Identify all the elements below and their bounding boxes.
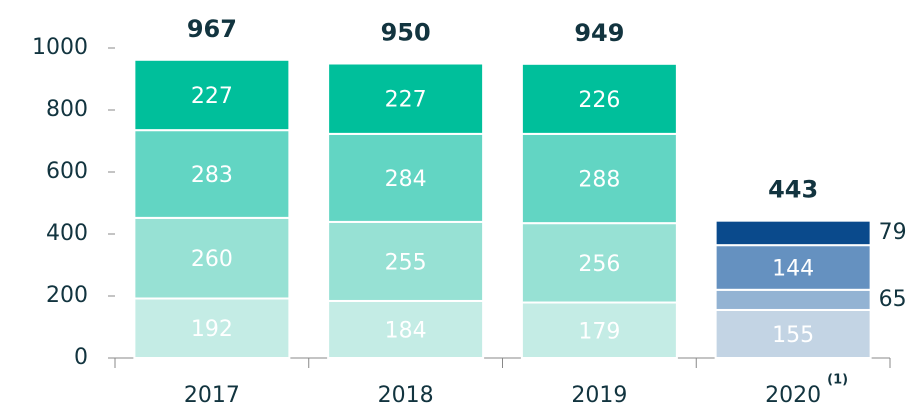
total-label: 443 (768, 176, 818, 204)
bar-segment (714, 244, 872, 291)
value-label: 184 (385, 318, 427, 343)
value-label: 260 (191, 247, 233, 272)
footnote-marker: (1) (827, 373, 848, 388)
value-label: 288 (578, 168, 620, 193)
value-label: 79 (879, 220, 907, 245)
x-tick-label: 2017 (184, 383, 240, 408)
bar-segment (714, 219, 872, 247)
value-label: 65 (879, 287, 907, 312)
x-tick-label: 2019 (571, 383, 627, 408)
value-label: 227 (191, 84, 233, 109)
bar-segment (327, 132, 485, 223)
value-label: 255 (385, 250, 427, 275)
value-label: 155 (772, 323, 814, 348)
bar-segment (520, 132, 678, 225)
value-label: 283 (191, 163, 233, 188)
total-label: 950 (381, 19, 431, 47)
y-tick-label: 200 (46, 283, 88, 308)
x-tick-label: 2020 (765, 383, 821, 408)
bar-segment (327, 299, 485, 359)
value-label: 179 (578, 319, 620, 344)
y-tick-label: 400 (46, 221, 88, 246)
bar-segment (133, 297, 291, 360)
total-label: 967 (187, 15, 237, 43)
value-label: 227 (385, 88, 427, 113)
bar-segment (714, 308, 872, 360)
bar-segment (327, 220, 485, 302)
bar-segment (133, 58, 291, 132)
value-label: 284 (385, 167, 427, 192)
bar-segment (520, 62, 678, 135)
y-tick-label: 800 (46, 97, 88, 122)
y-tick-label: 1000 (32, 35, 88, 60)
bar-segment (520, 222, 678, 304)
y-tick-label: 0 (74, 345, 88, 370)
bar-segment (714, 288, 872, 311)
value-label: 192 (191, 317, 233, 342)
value-label: 226 (578, 88, 620, 113)
y-tick-label: 600 (46, 159, 88, 184)
total-label: 949 (574, 19, 624, 47)
x-tick-label: 2018 (378, 383, 434, 408)
value-label: 144 (772, 256, 814, 281)
bar-segment (327, 62, 485, 135)
value-label: 256 (578, 252, 620, 277)
